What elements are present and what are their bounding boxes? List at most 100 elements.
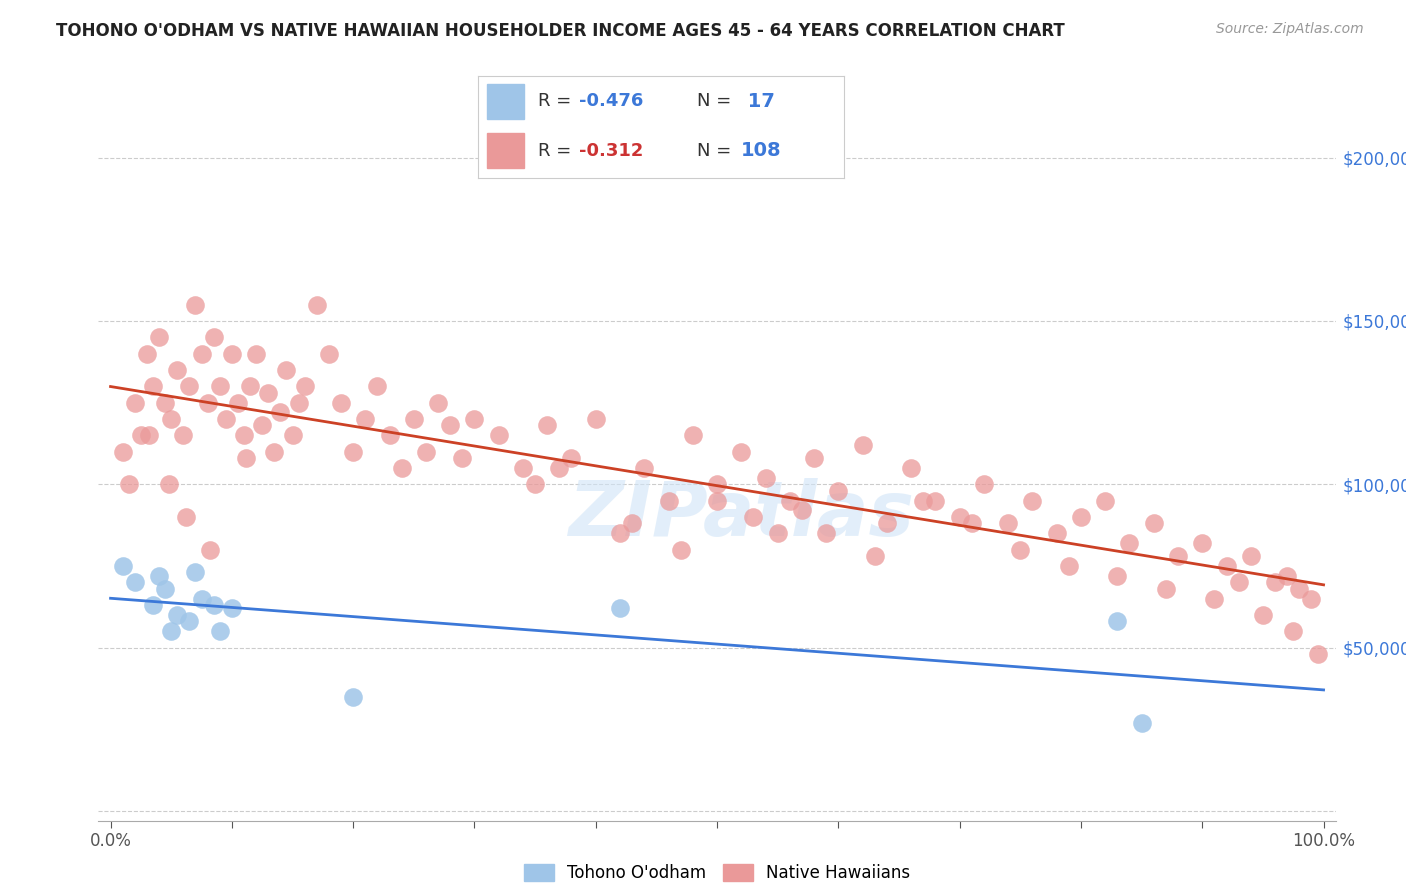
- Point: [263, 444, 285, 458]
- Point: [900, 461, 922, 475]
- Text: ZIPatlas: ZIPatlas: [569, 477, 915, 551]
- Point: [1275, 568, 1298, 582]
- Point: [1130, 715, 1153, 730]
- Point: [1143, 516, 1166, 531]
- Point: [294, 379, 316, 393]
- Point: [609, 526, 631, 541]
- Point: [208, 379, 231, 393]
- Point: [548, 461, 571, 475]
- Point: [111, 558, 134, 573]
- Text: Source: ZipAtlas.com: Source: ZipAtlas.com: [1216, 22, 1364, 37]
- Point: [202, 598, 225, 612]
- Point: [924, 493, 946, 508]
- Point: [118, 477, 141, 491]
- Point: [142, 379, 165, 393]
- Point: [1301, 591, 1323, 606]
- Text: 108: 108: [741, 141, 782, 161]
- Point: [111, 444, 134, 458]
- Point: [706, 477, 728, 491]
- Point: [342, 690, 364, 704]
- Point: [138, 428, 160, 442]
- Text: -0.312: -0.312: [579, 142, 643, 160]
- Point: [512, 461, 534, 475]
- Point: [257, 385, 280, 400]
- Point: [852, 438, 875, 452]
- Point: [960, 516, 983, 531]
- Point: [221, 346, 243, 360]
- Point: [790, 503, 813, 517]
- Point: [536, 418, 558, 433]
- Point: [439, 418, 461, 433]
- Point: [876, 516, 898, 531]
- Point: [287, 395, 309, 409]
- Point: [160, 412, 183, 426]
- Point: [318, 346, 340, 360]
- Point: [172, 428, 194, 442]
- Point: [1204, 591, 1226, 606]
- Point: [1118, 536, 1140, 550]
- Point: [633, 461, 655, 475]
- Point: [136, 346, 159, 360]
- Point: [779, 493, 801, 508]
- Bar: [488, 133, 524, 168]
- Point: [208, 624, 231, 639]
- Point: [949, 509, 972, 524]
- Point: [129, 428, 152, 442]
- Point: [609, 601, 631, 615]
- Point: [766, 526, 789, 541]
- Point: [239, 379, 262, 393]
- Point: [281, 428, 304, 442]
- Point: [730, 444, 752, 458]
- Point: [1021, 493, 1043, 508]
- Point: [305, 297, 328, 311]
- Point: [179, 379, 201, 393]
- Point: [1264, 575, 1286, 590]
- Point: [451, 451, 474, 466]
- Point: [250, 418, 273, 433]
- Point: [354, 412, 377, 426]
- Point: [997, 516, 1019, 531]
- Point: [179, 615, 201, 629]
- Point: [427, 395, 450, 409]
- Point: [415, 444, 437, 458]
- Point: [245, 346, 267, 360]
- Text: N =: N =: [697, 142, 737, 160]
- Point: [184, 297, 207, 311]
- Point: [1227, 575, 1250, 590]
- Point: [1282, 624, 1305, 639]
- Point: [1094, 493, 1116, 508]
- Point: [669, 542, 692, 557]
- Point: [1288, 582, 1310, 596]
- Point: [269, 405, 291, 419]
- Point: [402, 412, 425, 426]
- Point: [153, 395, 176, 409]
- Point: [1010, 542, 1032, 557]
- Bar: [488, 84, 524, 119]
- Legend: Tohono O'odham, Native Hawaiians: Tohono O'odham, Native Hawaiians: [524, 863, 910, 882]
- Point: [221, 601, 243, 615]
- Point: [1154, 582, 1177, 596]
- Point: [1057, 558, 1080, 573]
- Point: [973, 477, 995, 491]
- Point: [391, 461, 413, 475]
- Point: [190, 591, 212, 606]
- Point: [1306, 647, 1329, 661]
- Point: [342, 444, 364, 458]
- Point: [330, 395, 353, 409]
- Point: [166, 363, 188, 377]
- Text: TOHONO O'ODHAM VS NATIVE HAWAIIAN HOUSEHOLDER INCOME AGES 45 - 64 YEARS CORRELAT: TOHONO O'ODHAM VS NATIVE HAWAIIAN HOUSEH…: [56, 22, 1064, 40]
- Text: R =: R =: [538, 142, 578, 160]
- Point: [463, 412, 485, 426]
- Point: [124, 395, 146, 409]
- Point: [815, 526, 838, 541]
- Point: [912, 493, 935, 508]
- Point: [202, 330, 225, 344]
- Point: [157, 477, 180, 491]
- Point: [1107, 615, 1129, 629]
- Point: [142, 598, 165, 612]
- Point: [276, 363, 298, 377]
- Text: N =: N =: [697, 93, 737, 111]
- Point: [215, 412, 238, 426]
- Point: [1167, 549, 1189, 563]
- Point: [148, 568, 170, 582]
